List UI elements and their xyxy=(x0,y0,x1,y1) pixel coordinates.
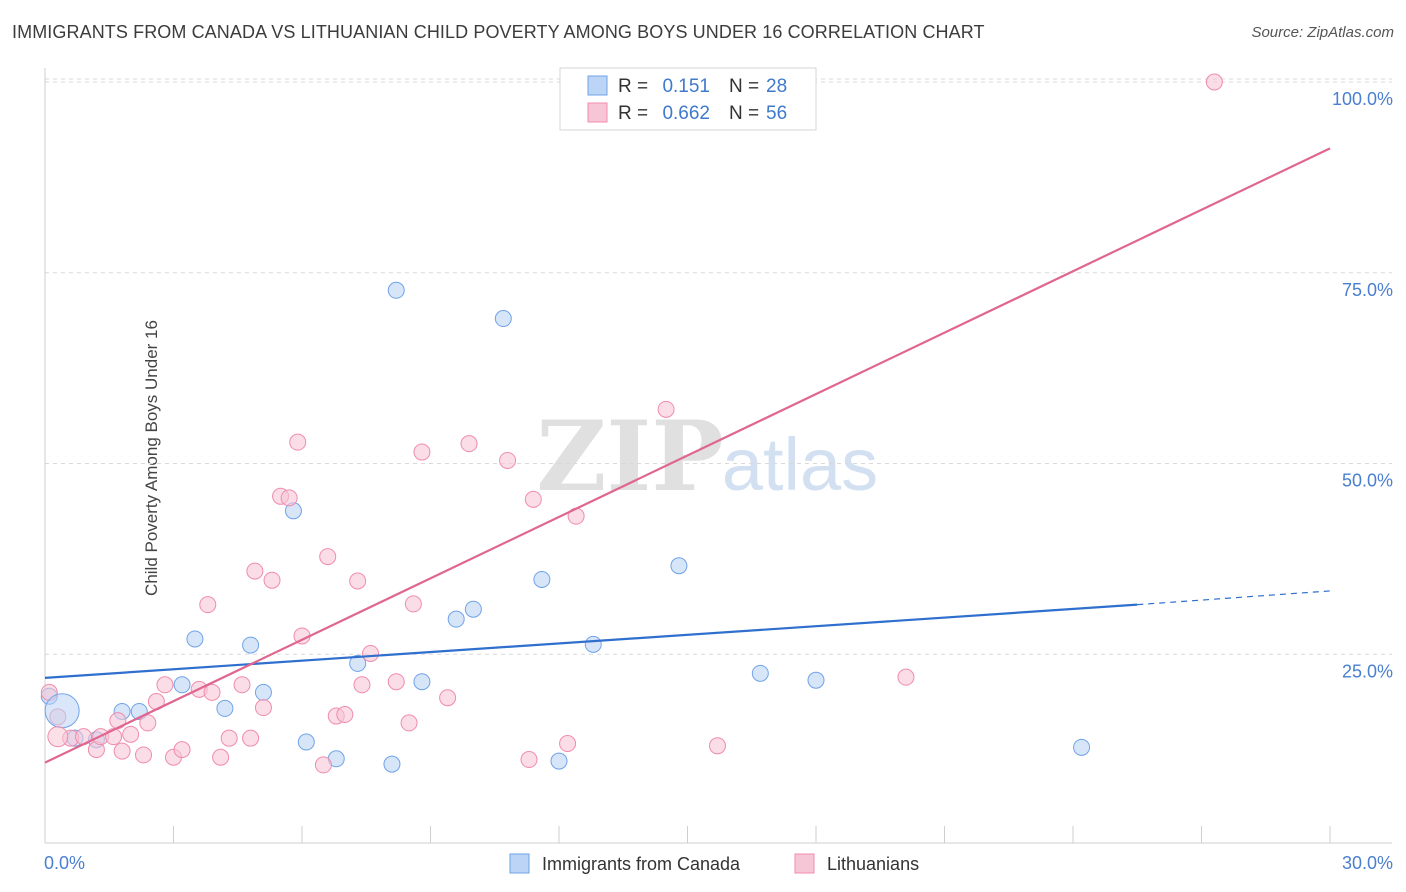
lithuanian-point xyxy=(135,746,153,764)
lithuanian-point xyxy=(173,741,191,759)
lithuanian-point xyxy=(400,714,418,732)
stats-n-value: 56 xyxy=(766,103,787,124)
canada-point xyxy=(447,610,465,628)
watermark-zip: ZIP xyxy=(536,400,723,513)
lithuanian-point xyxy=(280,489,298,507)
lithuanian-point xyxy=(897,668,915,686)
lithuanian-point xyxy=(524,490,542,508)
canada-point xyxy=(584,635,602,653)
lithuanian-point xyxy=(559,735,577,753)
canada-point xyxy=(383,755,401,773)
lithuanian-point xyxy=(404,595,422,613)
stats-n-value: 28 xyxy=(766,76,787,97)
lithuanian-point xyxy=(1205,73,1223,91)
stats-legend-swatch xyxy=(587,102,608,123)
canada-point xyxy=(242,636,260,654)
chart-title: IMMIGRANTS FROM CANADA VS LITHUANIAN CHI… xyxy=(12,22,985,42)
canada-point xyxy=(533,570,551,588)
canada-point xyxy=(186,630,204,648)
canada-point xyxy=(349,654,367,672)
legend-swatch xyxy=(509,853,530,874)
stats-r-label: R = xyxy=(618,103,648,124)
lithuanian-point xyxy=(242,729,260,747)
y-tick-label: 75.0% xyxy=(1342,280,1393,300)
canada-point xyxy=(387,281,405,299)
canada-point xyxy=(297,733,315,751)
lithuanian-point xyxy=(139,714,157,732)
lithuanian-point xyxy=(203,683,221,701)
lithuanian-point xyxy=(156,676,174,694)
x-tick-label-max: 30.0% xyxy=(1342,853,1393,873)
lithuanian-point xyxy=(362,644,380,662)
lithuanian-point xyxy=(47,726,69,748)
lithuanian-point xyxy=(263,571,281,589)
lithuanian-point xyxy=(413,443,431,461)
lithuanian-trend-line xyxy=(44,147,1331,764)
lithuanian-point xyxy=(220,729,238,747)
canada-point xyxy=(173,676,191,694)
lithuanian-point xyxy=(289,433,307,451)
lithuanian-point xyxy=(499,451,517,469)
lithuanian-point xyxy=(336,706,354,724)
canada-point xyxy=(670,557,688,575)
lithuanian-point xyxy=(122,725,140,743)
stats-r-value: 0.151 xyxy=(662,76,710,97)
lithuanian-point xyxy=(246,562,264,580)
stats-n-label: N = xyxy=(729,76,759,97)
canada-point xyxy=(413,673,431,691)
x-tick-label-min: 0.0% xyxy=(44,853,85,873)
lithuanian-point xyxy=(233,676,251,694)
y-tick-label: 50.0% xyxy=(1342,471,1393,491)
canada-trend-extension xyxy=(1137,590,1331,606)
lithuanian-point xyxy=(353,676,371,694)
canada-point xyxy=(550,752,568,770)
lithuanian-point xyxy=(657,400,675,418)
stats-r-value: 0.662 xyxy=(662,103,710,124)
canada-trend-line xyxy=(44,603,1138,680)
lithuanian-point xyxy=(314,756,332,774)
lithuanian-point xyxy=(113,742,131,760)
source-label: Source: ZipAtlas.com xyxy=(1251,24,1394,41)
canada-point xyxy=(216,699,234,717)
stats-r-label: R = xyxy=(618,76,648,97)
lithuanian-point xyxy=(349,572,367,590)
lithuanian-point xyxy=(708,737,726,755)
lithuanian-point xyxy=(254,699,272,717)
y-tick-label: 100.0% xyxy=(1332,89,1393,109)
legend-label: Lithuanians xyxy=(827,854,919,874)
stats-legend-swatch xyxy=(587,75,608,96)
canada-point xyxy=(494,310,512,328)
lithuanian-point xyxy=(439,689,457,707)
lithuanian-point xyxy=(387,673,405,691)
y-tick-label: 25.0% xyxy=(1342,661,1393,681)
canada-point xyxy=(751,664,769,682)
canada-point xyxy=(254,683,272,701)
canada-point xyxy=(44,693,80,729)
stats-n-label: N = xyxy=(729,103,759,124)
canada-point xyxy=(464,600,482,618)
lithuanian-point xyxy=(212,748,230,766)
lithuanian-point xyxy=(460,435,478,453)
canada-point xyxy=(807,671,825,689)
lithuanian-point xyxy=(199,596,217,614)
legend-swatch xyxy=(794,853,815,874)
canada-point xyxy=(1073,738,1091,756)
lithuanian-point xyxy=(520,751,538,769)
lithuanian-point xyxy=(319,548,337,566)
legend-label: Immigrants from Canada xyxy=(542,854,741,874)
watermark-atlas: atlas xyxy=(722,423,878,506)
